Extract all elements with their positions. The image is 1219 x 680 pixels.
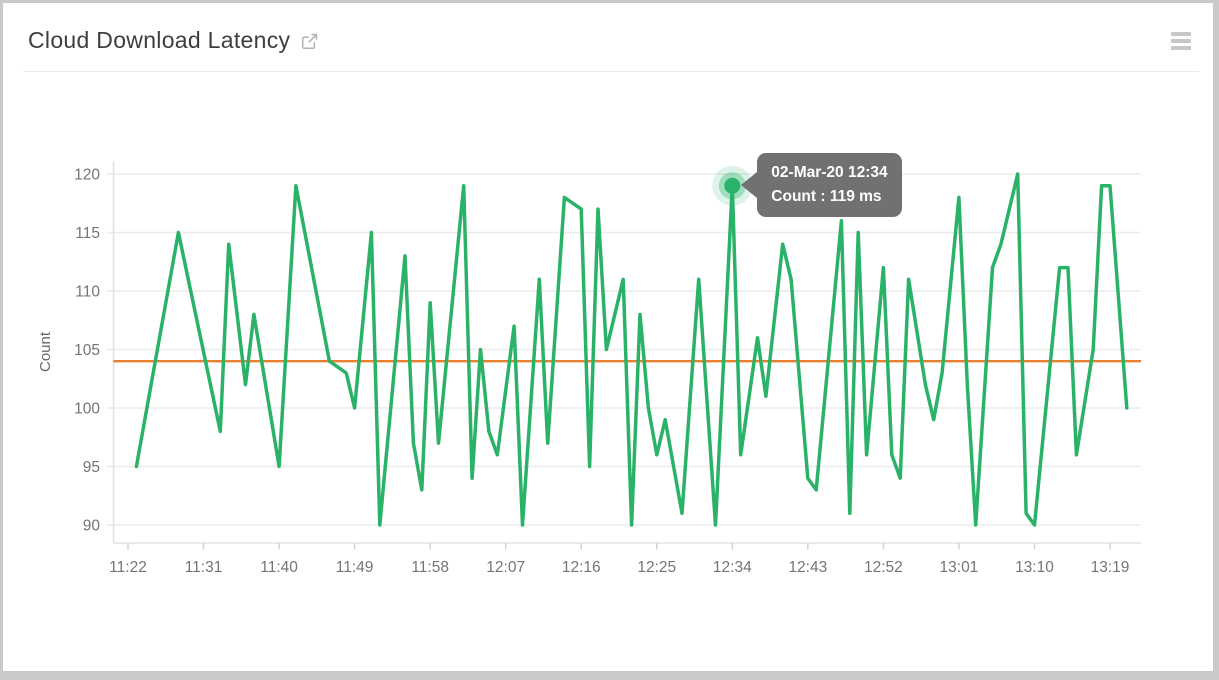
widget-header: Cloud Download Latency bbox=[28, 27, 318, 54]
hamburger-bar bbox=[1171, 32, 1191, 36]
y-tick-label: 110 bbox=[75, 284, 100, 301]
x-axis-labels: 11:22 11:31 11:40 11:49 11:58 12:07 12:16 12:25… bbox=[109, 543, 1129, 576]
header-divider bbox=[23, 71, 1199, 72]
y-tick-label: 120 bbox=[74, 167, 100, 184]
tooltip-arrow bbox=[741, 171, 758, 198]
latency-series-line[interactable] bbox=[134, 172, 1129, 527]
y-tick-label: 105 bbox=[74, 342, 100, 359]
x-tick-label: 12:52 bbox=[864, 559, 903, 576]
x-tick-label: 13:10 bbox=[1015, 559, 1054, 576]
x-tick-label: 12:25 bbox=[637, 559, 676, 576]
x-tick-label: 13:19 bbox=[1091, 559, 1130, 576]
y-tick-label: 100 bbox=[74, 401, 100, 418]
x-tick-label: 12:16 bbox=[562, 559, 601, 576]
y-tick-label: 95 bbox=[83, 459, 100, 476]
x-tick-label: 11:40 bbox=[260, 559, 298, 576]
y-axis-title: Count bbox=[37, 331, 54, 372]
hamburger-bar bbox=[1171, 39, 1191, 43]
hamburger-bar bbox=[1171, 46, 1191, 50]
hamburger-menu-icon[interactable] bbox=[1171, 32, 1191, 50]
x-tick-label: 12:34 bbox=[713, 559, 752, 576]
x-tick-label: 11:58 bbox=[411, 559, 449, 576]
x-tick-label: 11:49 bbox=[336, 559, 374, 576]
external-link-icon[interactable] bbox=[301, 33, 318, 50]
chart-tooltip: 02-Mar-20 12:34 Count : 119 ms bbox=[741, 152, 902, 217]
tooltip-value: Count : 119 ms bbox=[771, 187, 882, 205]
y-tick-label: 90 bbox=[83, 518, 101, 535]
page-title: Cloud Download Latency bbox=[28, 27, 291, 53]
x-tick-label: 12:43 bbox=[788, 559, 827, 576]
marker-dot[interactable] bbox=[724, 177, 741, 194]
x-tick-label: 11:22 bbox=[109, 559, 147, 576]
y-tick-label: 115 bbox=[75, 225, 100, 242]
x-tick-label: 12:07 bbox=[486, 559, 525, 576]
y-axis-labels: 120 115 110 105 100 95 90 bbox=[74, 167, 100, 535]
x-tick-label: 11:31 bbox=[185, 559, 223, 576]
tooltip-date: 02-Mar-20 12:34 bbox=[771, 163, 888, 181]
x-tick-label: 13:01 bbox=[940, 559, 979, 576]
